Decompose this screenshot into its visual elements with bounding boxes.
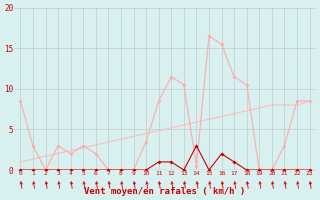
X-axis label: Vent moyen/en rafales ( km/h ): Vent moyen/en rafales ( km/h ) [84, 187, 245, 196]
